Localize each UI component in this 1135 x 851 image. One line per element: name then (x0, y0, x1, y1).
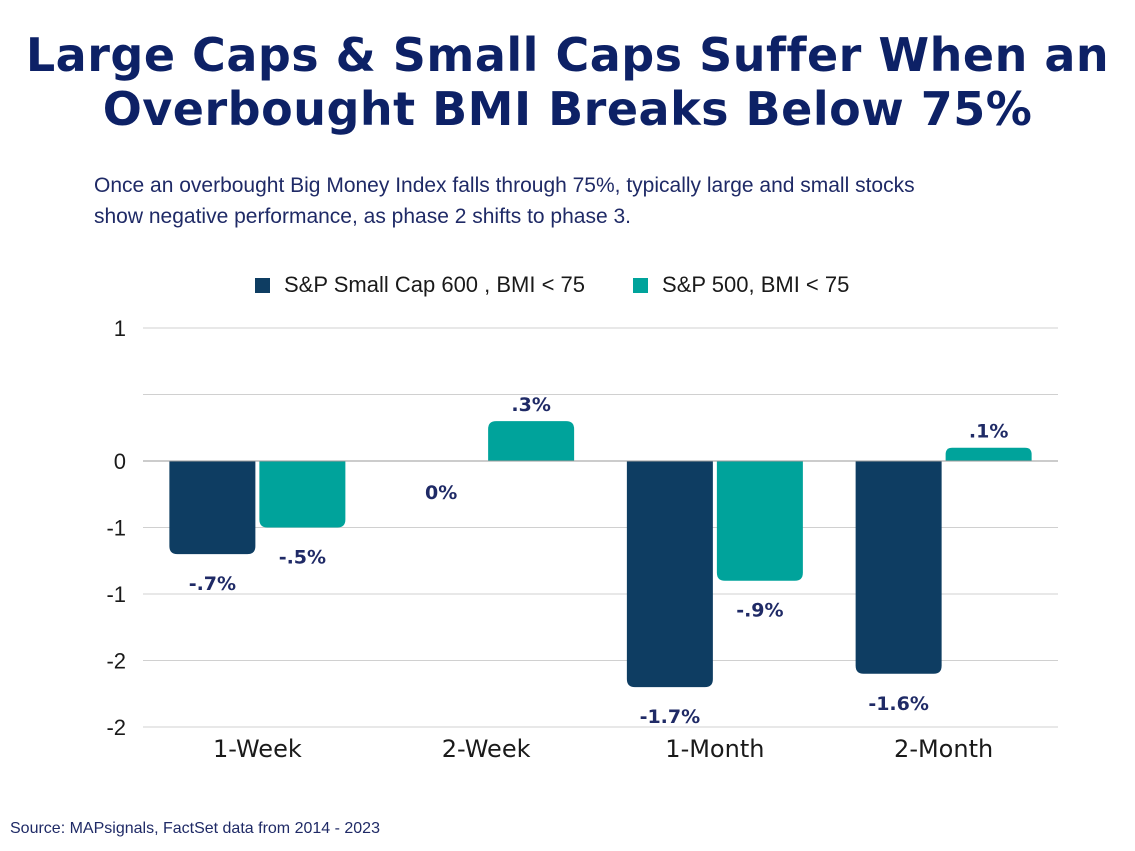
legend-label-small-cap: S&P Small Cap 600 , BMI < 75 (284, 272, 586, 297)
data-label: -.5% (279, 547, 326, 569)
data-label: -.7% (189, 573, 236, 595)
data-label: -.9% (736, 600, 783, 622)
y-tick-label: 1 (114, 316, 126, 341)
data-label: -1.7% (640, 706, 701, 728)
bar-sp500 (945, 447, 1032, 461)
legend-label-sp500: S&P 500, BMI < 75 (662, 272, 850, 297)
chart-title: Large Caps & Small Caps Suffer When an O… (0, 28, 1135, 136)
subtitle-line-2: show negative performance, as phase 2 sh… (94, 205, 631, 228)
title-line-1: Large Caps & Small Caps Suffer When an (25, 28, 1110, 82)
data-label: .1% (969, 421, 1008, 443)
bar-small-cap (626, 461, 713, 688)
source-note: Source: MAPsignals, FactSet data from 20… (10, 820, 380, 837)
x-tick-label: 2-Month (894, 735, 993, 763)
y-tick-label: -1 (106, 516, 126, 541)
data-label: -1.6% (868, 693, 929, 715)
chart-subtitle: Once an overbought Big Money Index falls… (94, 170, 1074, 232)
legend-swatch-sp500 (633, 277, 649, 293)
legend-item-sp500: S&P 500, BMI < 75 (633, 272, 849, 298)
bar-small-cap (169, 461, 256, 555)
data-label: 0% (425, 482, 457, 504)
bar-sp500 (716, 461, 803, 581)
data-label: .3% (511, 394, 550, 416)
subtitle-line-1: Once an overbought Big Money Index falls… (94, 174, 915, 197)
y-tick-label: -1 (106, 582, 126, 607)
chart-legend: S&P Small Cap 600 , BMI < 75 S&P 500, BM… (255, 272, 897, 298)
legend-swatch-small-cap (255, 277, 270, 293)
y-tick-label: -2 (106, 715, 126, 740)
bar-small-cap (855, 461, 942, 674)
y-tick-label: -2 (106, 649, 126, 674)
x-tick-label: 1-Week (213, 735, 302, 763)
x-tick-label: 1-Month (665, 735, 764, 763)
x-tick-label: 2-Week (442, 735, 531, 763)
bar-sp500 (488, 421, 575, 461)
title-line-2: Overbought BMI Breaks Below 75% (102, 82, 1033, 136)
bar-sp500 (259, 461, 346, 528)
legend-item-small-cap: S&P Small Cap 600 , BMI < 75 (255, 272, 585, 298)
y-tick-label: 0 (114, 449, 126, 474)
